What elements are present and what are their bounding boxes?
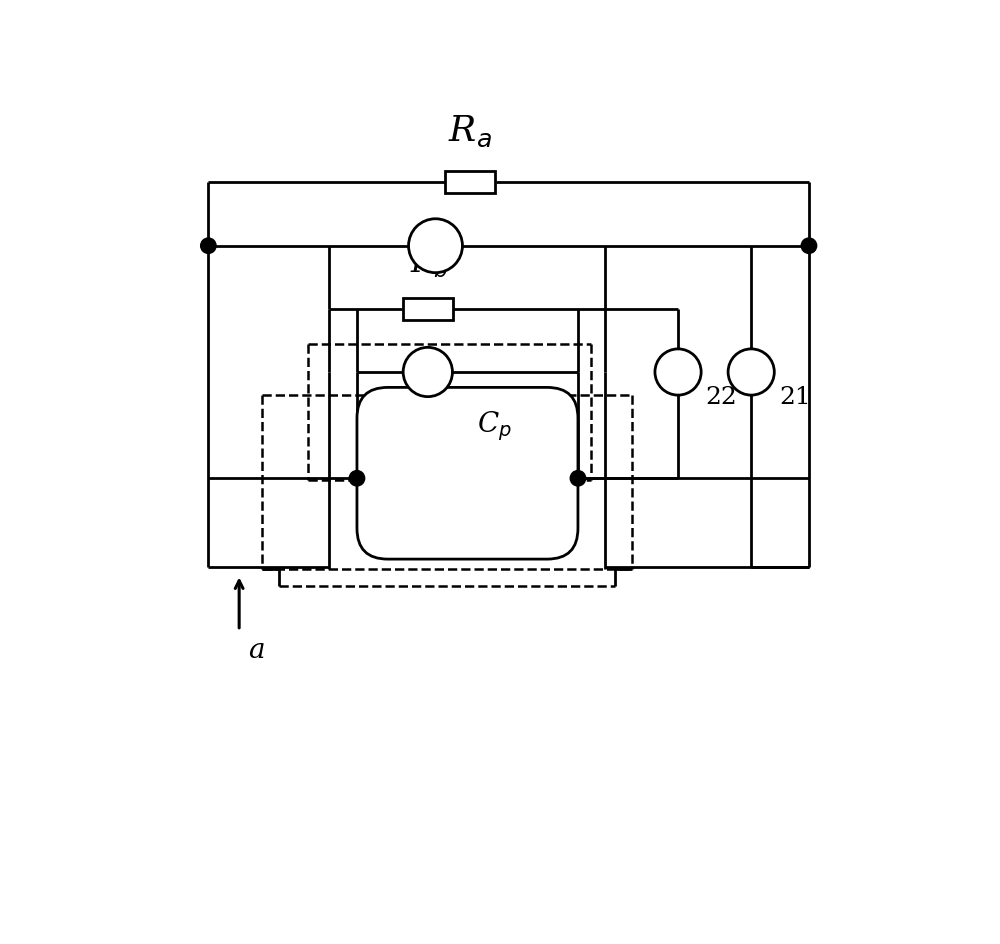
Circle shape	[655, 349, 701, 396]
Bar	[445, 171, 495, 193]
Circle shape	[349, 470, 365, 486]
Text: +: +	[744, 353, 759, 371]
FancyBboxPatch shape	[357, 387, 578, 559]
Text: 21: 21	[779, 386, 811, 409]
Bar	[403, 298, 453, 320]
Text: C$_p$: C$_p$	[477, 410, 512, 444]
Text: −: −	[743, 372, 759, 391]
Circle shape	[801, 238, 817, 253]
Circle shape	[201, 238, 216, 253]
Circle shape	[403, 347, 452, 396]
Text: +: +	[671, 353, 686, 371]
Text: a: a	[248, 637, 265, 664]
Circle shape	[409, 219, 462, 273]
Text: −: −	[670, 372, 686, 391]
Text: N: N	[423, 232, 448, 260]
Text: R$_a$: R$_a$	[448, 114, 492, 149]
Text: R$_b$: R$_b$	[410, 247, 448, 279]
Circle shape	[728, 349, 774, 396]
Text: 22: 22	[706, 386, 738, 409]
Circle shape	[570, 470, 586, 486]
